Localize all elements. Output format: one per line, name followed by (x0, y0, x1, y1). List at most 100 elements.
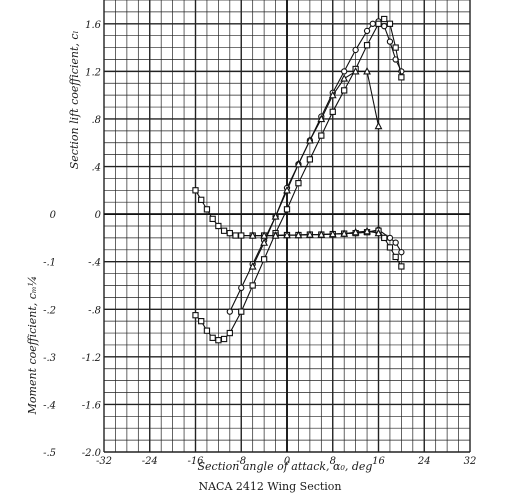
x-tick-label: -16 (187, 456, 204, 467)
moment-series-triangle (248, 226, 383, 239)
y-moment-tick-label: -.2 (43, 305, 56, 316)
y-lift-tick-label: -1.6 (82, 400, 102, 411)
moment-point-square (203, 206, 211, 213)
lift-point-square (295, 180, 302, 187)
moment-point-circle (398, 249, 405, 256)
lift-point-square (203, 327, 211, 334)
moment-point-square (232, 232, 239, 239)
lift-point-circle (238, 284, 245, 292)
lift-point-circle (381, 23, 388, 30)
lift-point-square (329, 108, 336, 115)
moment-point-square (392, 253, 399, 261)
lift-point-square (398, 74, 405, 81)
moment-point-triangle (305, 230, 314, 238)
y-lift-tick-label: .4 (91, 163, 101, 174)
lift-point-triangle (340, 74, 349, 82)
moment-point-triangle (248, 231, 257, 239)
lift-series-triangle (248, 66, 383, 270)
lift-point-square (198, 318, 205, 325)
moment-point-square (198, 196, 205, 203)
lift-point-square (283, 206, 291, 213)
x-axis-label: Section angle of attack, α₀, deg (198, 460, 373, 473)
moment-point-triangle (374, 228, 383, 237)
moment-point-square (386, 244, 394, 251)
y-lift-tick-label: -2.0 (82, 448, 102, 459)
moment-point-square (381, 234, 388, 242)
y-lift-tick-label: .8 (91, 115, 101, 126)
lift-point-square (341, 87, 348, 94)
lift-point-triangle (317, 114, 326, 123)
lift-point-circle (226, 308, 233, 315)
lift-point-triangle (374, 121, 383, 130)
lift-series-square (192, 15, 405, 344)
lift-point-circle (352, 46, 359, 54)
moment-point-triangle (283, 230, 291, 239)
lift-point-square (318, 132, 325, 139)
x-tick-label: 24 (417, 456, 431, 467)
lift-point-circle (363, 27, 371, 35)
moment-point-triangle (294, 230, 303, 239)
lift-point-square (375, 20, 382, 27)
data-series (192, 15, 405, 344)
lift-point-circle (341, 68, 348, 75)
lift-point-square (306, 156, 314, 163)
y-axis-label-moment: Moment coefficient, cₘ¼ (26, 276, 39, 416)
moment-point-triangle (340, 229, 349, 237)
y-axis-label-lift: Section lift coefficient, cₗ (68, 31, 81, 170)
lift-point-triangle (248, 262, 257, 270)
x-tick-label: 16 (372, 456, 385, 467)
moment-point-square (215, 222, 222, 230)
y-moment-tick-label: -.3 (43, 353, 56, 364)
tick-labels: -32 -24 -16 -8 0 8 16 24 32 1.6 1.2 .8 .4 0 -.4 -.8 -1.2… (43, 20, 476, 467)
lift-point-triangle (260, 238, 269, 246)
y-lift-tick-label: 1.6 (85, 20, 102, 31)
lift-point-triangle (328, 90, 337, 99)
lift-line-triangle (252, 70, 380, 267)
lift-point-square (238, 308, 245, 315)
moment-point-square (192, 187, 199, 194)
moment-line-triangle (252, 230, 379, 237)
x-tick-label: 32 (464, 456, 477, 467)
lift-point-square (215, 337, 222, 344)
lift-point-triangle (363, 66, 371, 75)
moment-point-triangle (328, 229, 337, 238)
lift-point-square (220, 335, 228, 343)
moment-point-square (209, 215, 216, 223)
plot-grid (103, 0, 471, 453)
y-moment-tick-label: 0 (50, 210, 57, 221)
lift-point-circle (386, 38, 394, 45)
chart-title: NACA 2412 Wing Section (198, 480, 341, 493)
y-moment-tick-label: -.5 (43, 448, 56, 459)
y-moment-tick-label: -.1 (43, 258, 56, 269)
lift-point-square (226, 329, 233, 337)
moment-point-triangle (351, 227, 360, 236)
moment-point-square (220, 227, 228, 234)
lift-point-triangle (305, 135, 314, 144)
lift-point-square (386, 20, 394, 27)
y-lift-tick-label: -1.2 (82, 353, 101, 364)
y-lift-tick-label: 1.2 (85, 67, 101, 78)
lift-point-triangle (283, 185, 291, 194)
lift-point-triangle (271, 212, 280, 220)
lift-point-square (249, 282, 256, 289)
moment-point-square (398, 263, 405, 270)
lift-point-square (192, 312, 199, 319)
lift-point-circle (369, 20, 376, 27)
moment-point-triangle (260, 231, 269, 239)
y-lift-tick-label: 0 (95, 210, 102, 221)
lift-point-square (363, 42, 371, 49)
moment-point-square (226, 229, 233, 237)
y-moment-tick-label: -.4 (43, 400, 56, 411)
moment-point-triangle (363, 226, 371, 235)
x-tick-label: 8 (330, 456, 336, 467)
x-tick-label: -32 (96, 456, 112, 467)
moment-point-circle (392, 239, 399, 246)
y-lift-tick-label: -.4 (88, 258, 101, 269)
lift-point-square (381, 15, 388, 23)
x-tick-label: -8 (236, 456, 246, 467)
x-tick-label: -24 (142, 456, 158, 467)
x-tick-label: 0 (284, 456, 291, 467)
lift-point-triangle (351, 66, 360, 75)
moment-point-circle (386, 234, 394, 242)
